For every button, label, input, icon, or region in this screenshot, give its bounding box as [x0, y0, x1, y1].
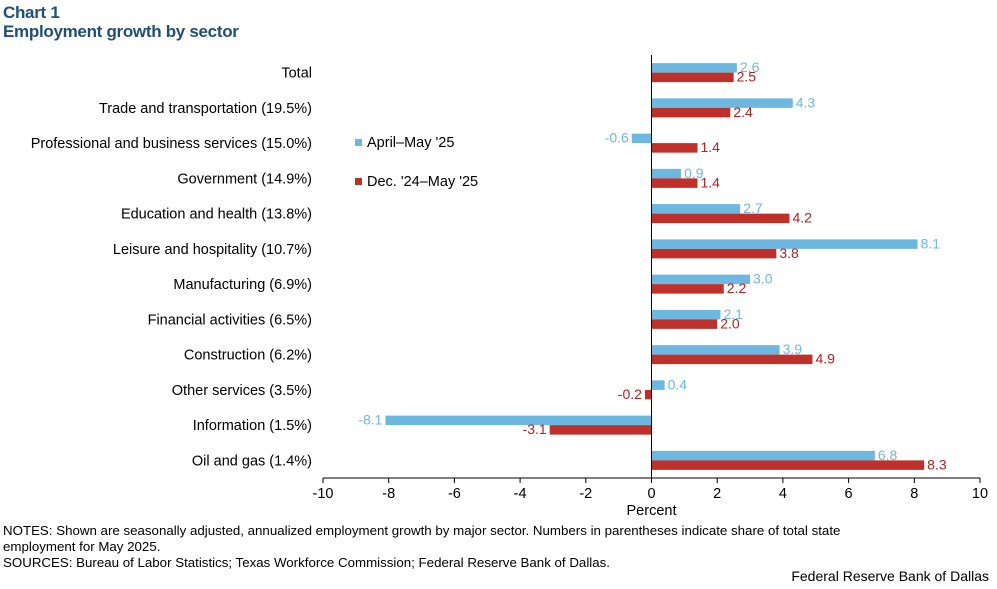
- source-credit: Federal Reserve Bank of Dallas: [791, 568, 989, 584]
- data-label: 4.2: [792, 210, 812, 226]
- bar-dec-may: [651, 143, 698, 153]
- data-label: 6.8: [878, 447, 898, 463]
- category-label: Financial activities (6.5%): [148, 312, 312, 328]
- category-label: Information (1.5%): [193, 418, 312, 434]
- data-label: 2.0: [720, 315, 740, 331]
- x-tick-label: -10: [313, 486, 334, 502]
- x-tick-label: -2: [579, 486, 592, 502]
- data-label: 2.6: [740, 59, 760, 75]
- data-label: 4.9: [815, 351, 835, 367]
- x-tick-label: 10: [972, 486, 988, 502]
- bar-april-may: [651, 450, 875, 461]
- category-label: Manufacturing (6.9%): [173, 277, 312, 293]
- x-tick-label: 2: [713, 486, 721, 502]
- legend-swatch: [355, 178, 362, 185]
- bar-dec-may: [651, 178, 698, 188]
- legend-swatch: [355, 139, 362, 146]
- legend-label: Dec. '24–May '25: [367, 174, 478, 190]
- category-label: Education and health (13.8%): [121, 207, 312, 223]
- data-label: 3.0: [753, 271, 773, 287]
- x-tick-label: -4: [514, 486, 527, 502]
- chart-title: Employment growth by sector: [3, 22, 239, 41]
- data-label: 4.3: [796, 94, 816, 110]
- bar-april-may: [651, 239, 918, 249]
- data-label: 1.4: [700, 139, 720, 155]
- data-label: 3.9: [783, 341, 803, 357]
- bar-april-may: [651, 345, 780, 355]
- category-label: Government (14.9%): [177, 171, 312, 187]
- bar-dec-may: [651, 460, 925, 470]
- data-label: 2.7: [743, 200, 763, 216]
- bar-april-may: [631, 133, 652, 144]
- bar-dec-may: [651, 72, 734, 83]
- bar-dec-may: [651, 319, 718, 329]
- bar-april-may: [651, 168, 682, 179]
- category-label: Other services (3.5%): [172, 383, 312, 399]
- bar-dec-may: [651, 107, 731, 118]
- data-label: 1.4: [700, 174, 720, 190]
- x-tick-label: 6: [845, 486, 853, 502]
- data-label: -0.6: [605, 130, 629, 146]
- bar-dec-may: [651, 284, 724, 294]
- x-tick-label: 0: [647, 486, 655, 502]
- bar-april-may: [651, 204, 741, 214]
- bar-april-may: [651, 274, 751, 285]
- category-label: Trade and transportation (19.5%): [99, 101, 312, 117]
- category-label: Oil and gas (1.4%): [192, 453, 312, 469]
- data-label: 2.2: [727, 280, 747, 296]
- notes-line-2: employment for May 2025.: [3, 539, 161, 554]
- category-label: Professional and business services (15.0…: [31, 136, 312, 152]
- chart-notes: NOTES: Shown are seasonally adjusted, an…: [3, 523, 993, 571]
- data-label: -3.1: [523, 421, 547, 437]
- category-label: Construction (6.2%): [184, 348, 312, 364]
- data-label: -0.2: [618, 386, 642, 402]
- bar-chart: Total 2.62.5 Trade and transportation (19.…: [31, 55, 988, 519]
- x-tick-label: 8: [910, 486, 918, 502]
- bar-dec-may: [651, 354, 813, 365]
- legend-label: April–May '25: [367, 135, 454, 151]
- x-tick-label: -8: [382, 486, 395, 502]
- x-tick-label: 4: [779, 486, 787, 502]
- data-label: -8.1: [358, 412, 382, 428]
- notes-line-1: NOTES: Shown are seasonally adjusted, an…: [3, 523, 841, 538]
- data-label: 8.3: [927, 456, 947, 472]
- bar-april-may: [651, 309, 721, 320]
- bar-april-may: [651, 98, 793, 108]
- bar-dec-may: [644, 389, 652, 400]
- bar-april-may: [651, 380, 665, 390]
- bar-april-may: [651, 63, 737, 73]
- category-label: Total: [281, 66, 312, 82]
- data-label: 3.8: [779, 245, 799, 261]
- bar-dec-may: [651, 248, 777, 259]
- bar-dec-may: [651, 213, 790, 224]
- data-label: 2.4: [733, 104, 753, 120]
- data-label: 0.4: [668, 376, 688, 392]
- bar-april-may: [385, 415, 652, 426]
- category-label: Leisure and hospitality (10.7%): [113, 242, 312, 258]
- sources-line: SOURCES: Bureau of Labor Statistics; Tex…: [3, 555, 610, 570]
- data-label: 8.1: [921, 235, 941, 251]
- x-tick-label: -6: [448, 486, 461, 502]
- chart-number: Chart 1: [3, 3, 60, 22]
- bar-dec-may: [549, 425, 652, 435]
- data-label: 2.1: [723, 306, 743, 322]
- data-label: 2.5: [737, 69, 757, 85]
- data-label: 0.9: [684, 165, 704, 181]
- x-axis-title: Percent: [627, 503, 677, 519]
